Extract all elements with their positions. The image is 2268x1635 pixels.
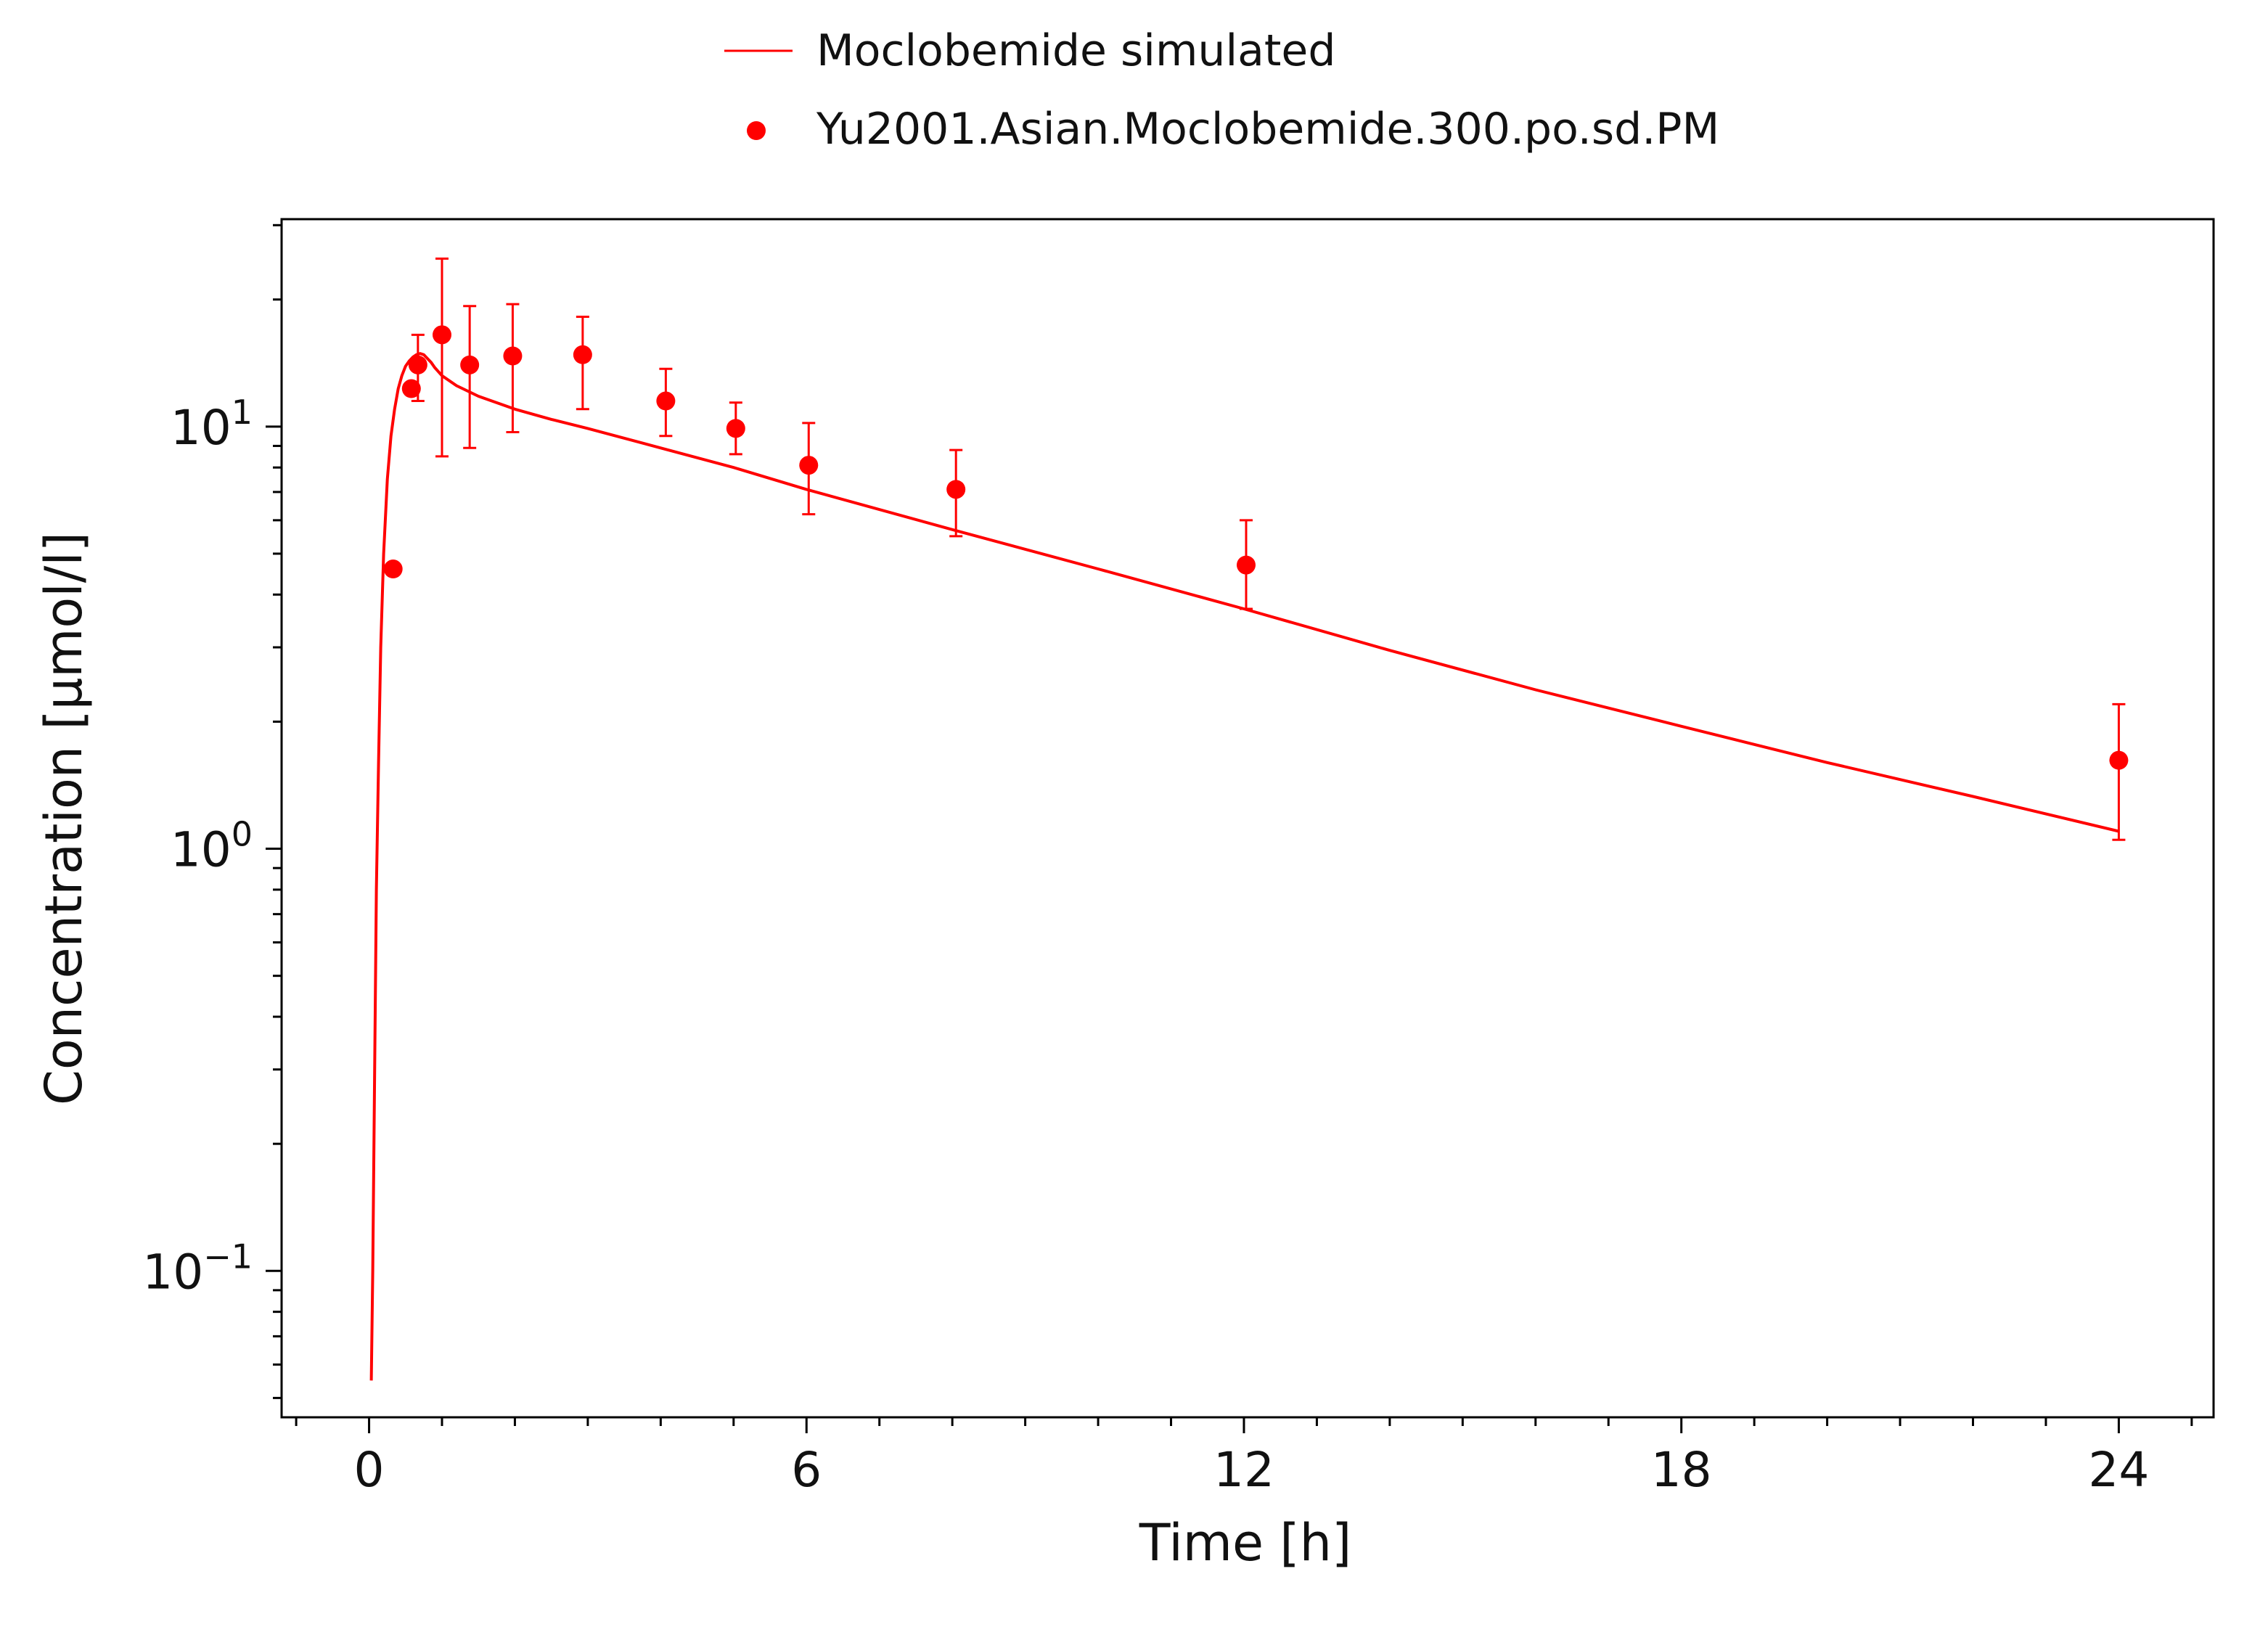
observed-point: [799, 456, 819, 475]
legend-label-simulated: Moclobemide simulated: [816, 25, 1335, 76]
observed-point: [432, 325, 451, 345]
observed-point: [460, 355, 480, 374]
observed-point: [946, 480, 966, 499]
y-tick-label: 101: [171, 393, 253, 456]
x-tick-label: 0: [354, 1442, 385, 1498]
observed-point: [503, 346, 523, 366]
observed-point: [1236, 555, 1256, 575]
x-tick-label: 18: [1651, 1442, 1712, 1498]
x-tick-label: 24: [2088, 1442, 2149, 1498]
observed-point: [726, 419, 745, 438]
legend-label-observed: Yu2001.Asian.Moclobemide.300.po.sd.PM: [816, 104, 1719, 155]
legend-marker-swatch: [747, 121, 766, 140]
y-tick-label: 10−1: [142, 1237, 253, 1300]
y-axis: 10−1 100 101: [142, 224, 282, 1399]
legend: Moclobemide simulated Yu2001.Asian.Moclo…: [724, 25, 1719, 155]
simulated-line: [369, 352, 2119, 1381]
observed-point: [573, 345, 592, 364]
x-tick-label: 6: [791, 1442, 822, 1498]
y-tick-label: 100: [171, 815, 253, 878]
observed-point: [401, 379, 421, 398]
x-axis: 0 6 12 18 24: [295, 1417, 2193, 1498]
x-axis-title: Time [h]: [1139, 1513, 1352, 1573]
plot-area-frame: [280, 218, 2215, 1419]
observed-point: [2109, 750, 2129, 770]
observed-point: [408, 355, 427, 374]
observed-point: [383, 560, 403, 579]
observed-point: [656, 391, 676, 411]
y-axis-title: Concentration [µmol/l]: [34, 532, 94, 1105]
x-tick-label: 12: [1213, 1442, 1274, 1498]
series-layer: [369, 257, 2129, 1381]
